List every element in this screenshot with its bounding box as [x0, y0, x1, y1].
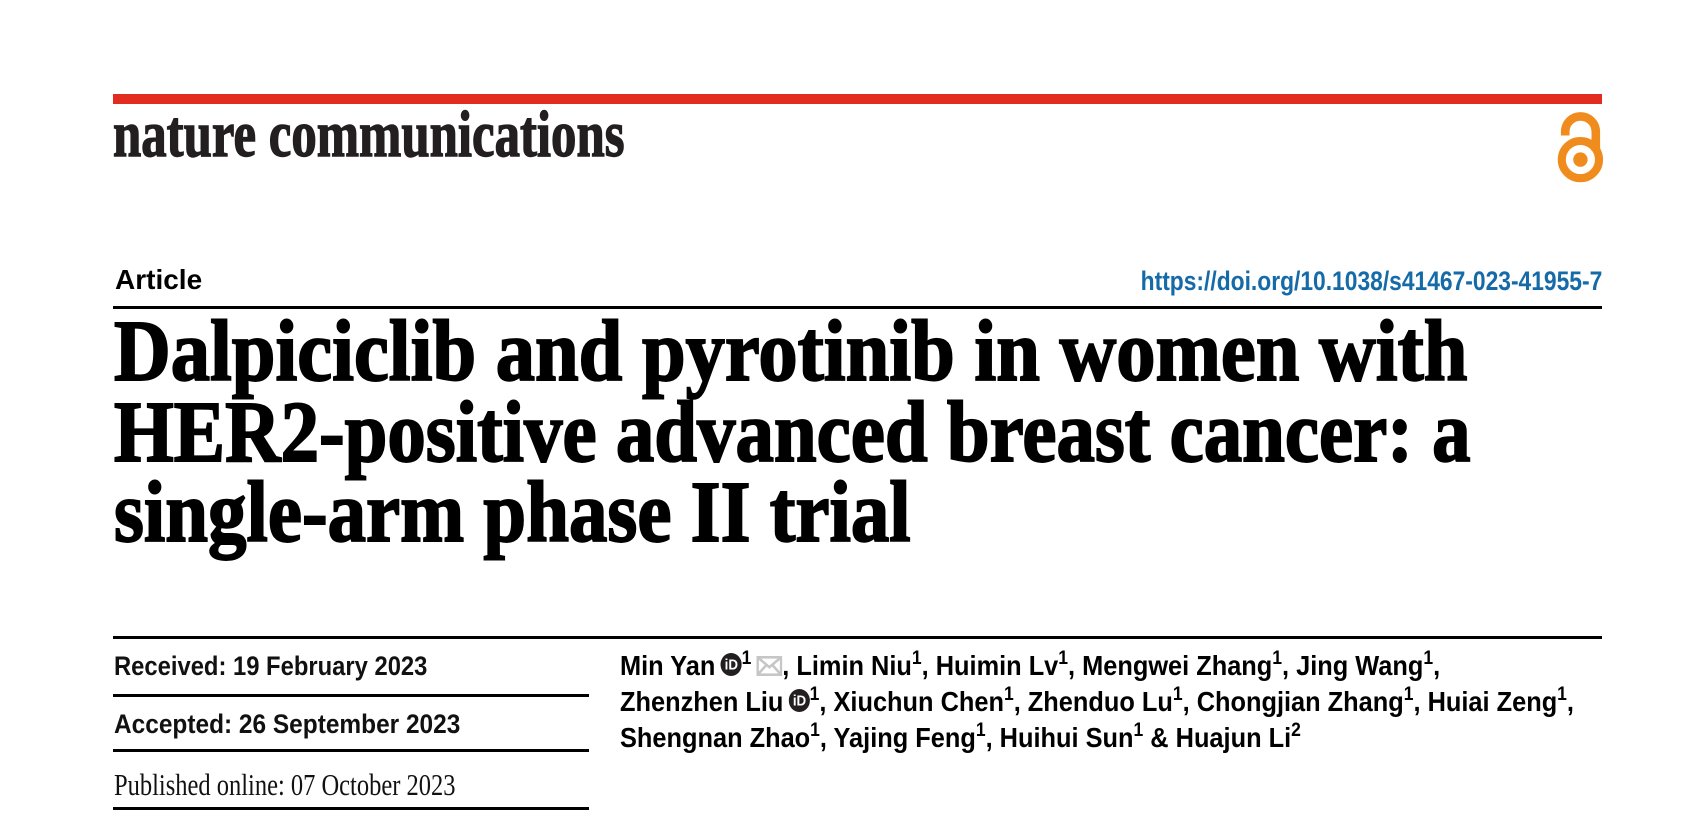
svg-text:iD: iD	[793, 692, 806, 709]
svg-text:iD: iD	[725, 656, 738, 673]
